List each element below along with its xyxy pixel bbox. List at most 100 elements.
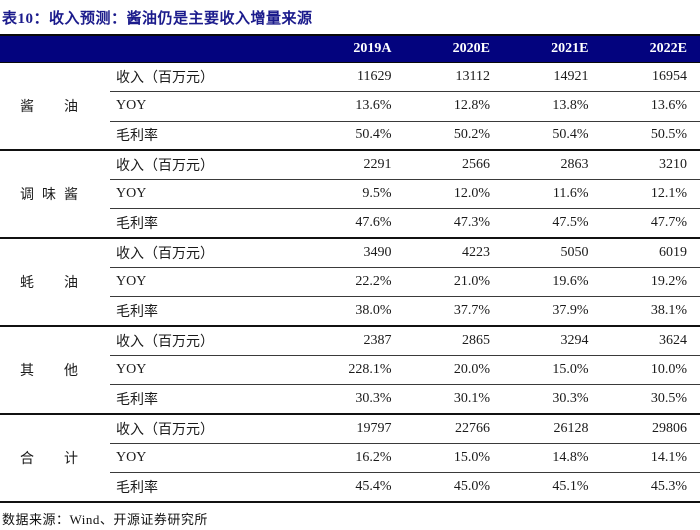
cell-value: 19797 [306,414,405,444]
cell-value: 3294 [503,326,602,356]
cell-value: 45.3% [601,472,700,503]
cell-value: 11.6% [503,179,602,210]
table-row: 毛利率 47.6% 47.3% 47.5% 47.7% [0,208,700,240]
cell-value: 21.0% [404,267,503,298]
group-label: 其他 [0,326,110,416]
table-row: YOY 228.1% 20.0% 15.0% 10.0% [0,355,700,386]
cell-value: 2291 [306,150,405,181]
metric-label: YOY [110,91,306,122]
cell-value: 16954 [601,62,700,93]
cell-value: 19.6% [503,267,602,298]
cell-value: 47.3% [404,208,503,240]
metric-label: YOY [110,355,306,386]
table-row: 调味酱 收入（百万元） 2291 2566 2863 3210 [0,150,700,240]
metric-label: 毛利率 [110,472,306,503]
metric-label: YOY [110,179,306,210]
metric-label: 收入（百万元） [110,150,306,181]
data-source-note: 数据来源：Wind、开源证券研究所 [2,511,208,527]
table-row: 毛利率 50.4% 50.2% 50.4% 50.5% [0,121,700,152]
cell-value: 47.7% [601,208,700,240]
table-row: YOY 9.5% 12.0% 11.6% 12.1% [0,179,700,210]
cell-value: 30.1% [404,384,503,416]
header-spacer [110,34,306,63]
group-soy-sauce: 酱油 收入（百万元） 11629 13112 14921 16954 YOY 1… [0,62,700,152]
metric-label: 毛利率 [110,384,306,416]
cell-value: 19.2% [601,267,700,298]
group-seasoning-sauce: 调味酱 收入（百万元） 2291 2566 2863 3210 YOY 9.5%… [0,150,700,240]
cell-value: 47.6% [306,208,405,240]
metric-label: 收入（百万元） [110,326,306,356]
table-row: 蚝油 收入（百万元） 3490 4223 5050 6019 [0,238,700,328]
cell-value: 13112 [404,62,503,93]
cell-value: 14.8% [503,443,602,474]
cell-value: 2387 [306,326,405,356]
cell-value: 47.5% [503,208,602,240]
table-header-band: 2019A 2020E 2021E 2022E [0,34,700,63]
cell-value: 6019 [601,238,700,269]
cell-value: 2566 [404,150,503,181]
cell-value: 12.1% [601,179,700,210]
group-other: 其他 收入（百万元） 2387 2865 3294 3624 YOY 228.1… [0,326,700,416]
table-row: 毛利率 30.3% 30.1% 30.3% 30.5% [0,384,700,416]
header-row: 2019A 2020E 2021E 2022E [0,34,700,63]
group-label: 酱油 [0,62,110,152]
col-header-2022e: 2022E [601,34,700,63]
group-label: 合计 [0,414,110,503]
cell-value: 30.5% [601,384,700,416]
cell-value: 10.0% [601,355,700,386]
table-row: 酱油 收入（百万元） 11629 13112 14921 16954 [0,62,700,152]
group-label: 蚝油 [0,238,110,328]
cell-value: 2863 [503,150,602,181]
cell-value: 45.1% [503,472,602,503]
cell-value: 29806 [601,414,700,444]
metric-label: 收入（百万元） [110,414,306,444]
table-row: 合计 收入（百万元） 19797 22766 26128 29806 [0,414,700,503]
table-row: 毛利率 38.0% 37.7% 37.9% 38.1% [0,296,700,328]
cell-value: 50.4% [306,121,405,152]
table-row: YOY 22.2% 21.0% 19.6% 19.2% [0,267,700,298]
cell-value: 22.2% [306,267,405,298]
cell-value: 45.4% [306,472,405,503]
group-oyster-sauce: 蚝油 收入（百万元） 3490 4223 5050 6019 YOY 22.2%… [0,238,700,328]
cell-value: 30.3% [306,384,405,416]
cell-value: 4223 [404,238,503,269]
cell-value: 14921 [503,62,602,93]
table-row: YOY 16.2% 15.0% 14.8% 14.1% [0,443,700,474]
table-row: YOY 13.6% 12.8% 13.8% 13.6% [0,91,700,122]
cell-value: 228.1% [306,355,405,386]
metric-label: 收入（百万元） [110,62,306,93]
cell-value: 3624 [601,326,700,356]
cell-value: 15.0% [503,355,602,386]
forecast-table: 2019A 2020E 2021E 2022E 酱油 收入（百万元） 11629… [0,34,700,503]
col-header-2021e: 2021E [503,34,602,63]
col-header-2019a: 2019A [306,34,405,63]
cell-value: 50.5% [601,121,700,152]
cell-value: 22766 [404,414,503,444]
cell-value: 9.5% [306,179,405,210]
table-title: 表10：收入预测：酱油仍是主要收入增量来源 [2,11,313,27]
cell-value: 13.6% [601,91,700,122]
metric-label: 收入（百万元） [110,238,306,269]
cell-value: 45.0% [404,472,503,503]
metric-label: YOY [110,267,306,298]
cell-value: 50.2% [404,121,503,152]
metric-label: 毛利率 [110,121,306,152]
cell-value: 30.3% [503,384,602,416]
metric-label: 毛利率 [110,296,306,328]
cell-value: 13.6% [306,91,405,122]
cell-value: 15.0% [404,443,503,474]
cell-value: 12.0% [404,179,503,210]
group-label: 调味酱 [0,150,110,240]
cell-value: 50.4% [503,121,602,152]
cell-value: 14.1% [601,443,700,474]
cell-value: 38.0% [306,296,405,328]
cell-value: 26128 [503,414,602,444]
cell-value: 5050 [503,238,602,269]
metric-label: YOY [110,443,306,474]
metric-label: 毛利率 [110,208,306,240]
cell-value: 13.8% [503,91,602,122]
table-row: 其他 收入（百万元） 2387 2865 3294 3624 [0,326,700,416]
cell-value: 20.0% [404,355,503,386]
cell-value: 2865 [404,326,503,356]
